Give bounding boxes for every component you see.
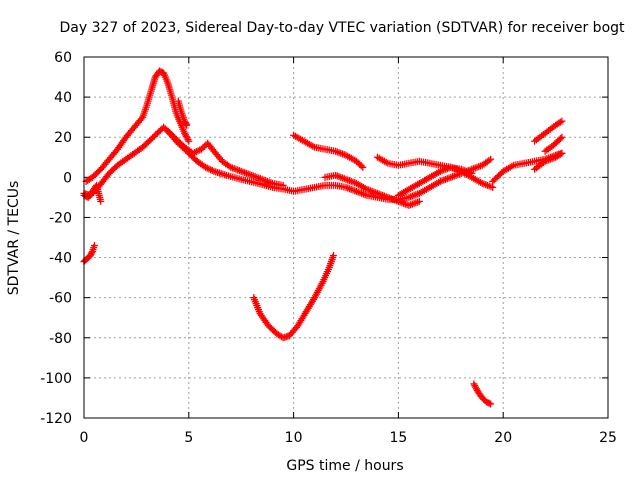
data-point (208, 167, 216, 175)
series-arc-3 (164, 127, 287, 189)
data-point (472, 385, 480, 393)
y-tick-label: 60 (54, 50, 72, 66)
data-point (556, 150, 564, 158)
data-point (157, 126, 165, 134)
y-tick-label: -80 (49, 331, 72, 347)
series-arc-12 (531, 149, 566, 173)
data-point (184, 136, 192, 144)
tick-labels: 0 5 10 15 20 25 60 40 20 0 -20 -40 -60 -80 -100 -120 (40, 50, 617, 446)
y-tick-label: -60 (49, 291, 72, 307)
x-tick-label: 20 (494, 430, 512, 446)
y-tick-label: 20 (54, 130, 72, 146)
series-arc-4 (174, 97, 191, 129)
data-point (359, 163, 367, 171)
data-point (471, 382, 479, 390)
data-point (487, 400, 495, 408)
data-points (80, 67, 566, 408)
data-point (354, 159, 362, 167)
data-point (189, 149, 197, 157)
chart-title: Day 327 of 2023, Sidereal Day-to-day VTE… (59, 20, 625, 36)
data-point (357, 162, 365, 170)
data-point (558, 133, 566, 141)
y-tick-label: -120 (40, 411, 72, 427)
series-arc-7 (290, 131, 367, 171)
data-point (185, 137, 193, 145)
data-point (487, 155, 495, 163)
x-tick-label: 5 (184, 430, 193, 446)
series-arc-15 (250, 252, 337, 342)
grid (84, 57, 608, 418)
data-point (485, 399, 493, 407)
series-arc-13 (531, 117, 566, 145)
data-point (150, 132, 158, 140)
y-tick-label: -100 (40, 371, 72, 387)
y-axis-label: SDTVAR / TECUs (6, 181, 22, 296)
data-point (183, 134, 191, 142)
data-point (329, 252, 337, 260)
data-point (191, 148, 199, 156)
data-point (556, 135, 564, 143)
data-point (205, 165, 213, 173)
series-arc-5 (80, 242, 98, 266)
series-arc-16 (470, 380, 495, 408)
data-point (147, 135, 155, 143)
y-tick-label: 0 (63, 170, 72, 186)
x-tick-label: 0 (80, 430, 89, 446)
y-tick-label: -40 (49, 251, 72, 267)
data-point (489, 183, 497, 191)
series-arc-10 (394, 163, 476, 199)
data-point (88, 249, 96, 257)
data-point (558, 117, 566, 125)
series-arc-2 (82, 67, 193, 185)
axis-ticks (83, 56, 609, 419)
data-point (197, 145, 205, 153)
x-tick-label: 15 (389, 430, 407, 446)
y-tick-label: -20 (49, 210, 72, 226)
data-point (468, 169, 476, 177)
data-point (415, 197, 423, 205)
data-point (137, 115, 145, 123)
data-point (152, 131, 160, 139)
data-point (149, 134, 157, 142)
data-point (199, 144, 207, 152)
data-point (182, 132, 190, 140)
data-point (470, 380, 478, 388)
data-point (160, 123, 168, 131)
x-tick-label: 10 (285, 430, 303, 446)
y-tick-label: 40 (54, 90, 72, 106)
data-point (183, 121, 191, 129)
data-point (558, 149, 566, 157)
data-point (182, 120, 190, 128)
plot-frame (83, 56, 609, 419)
data-point (181, 129, 189, 137)
data-point (352, 157, 360, 165)
x-tick-label: 25 (599, 430, 617, 446)
data-point (556, 118, 564, 126)
data-point (279, 181, 287, 189)
data-point (485, 156, 493, 164)
data-point (356, 160, 364, 168)
data-point (203, 164, 211, 172)
data-point (207, 166, 215, 174)
x-axis-label: GPS time / hours (286, 458, 403, 474)
series-arc-9 (321, 171, 423, 209)
data-point (90, 242, 98, 250)
data-point (153, 129, 161, 137)
data-point (155, 128, 163, 136)
data-point (472, 383, 480, 391)
data-point (181, 131, 189, 139)
data-point (192, 148, 200, 156)
data-point (97, 197, 105, 205)
series-arc-14 (541, 133, 566, 155)
data-point (202, 163, 210, 171)
data-point (194, 147, 202, 155)
series-arc-6 (80, 181, 105, 205)
